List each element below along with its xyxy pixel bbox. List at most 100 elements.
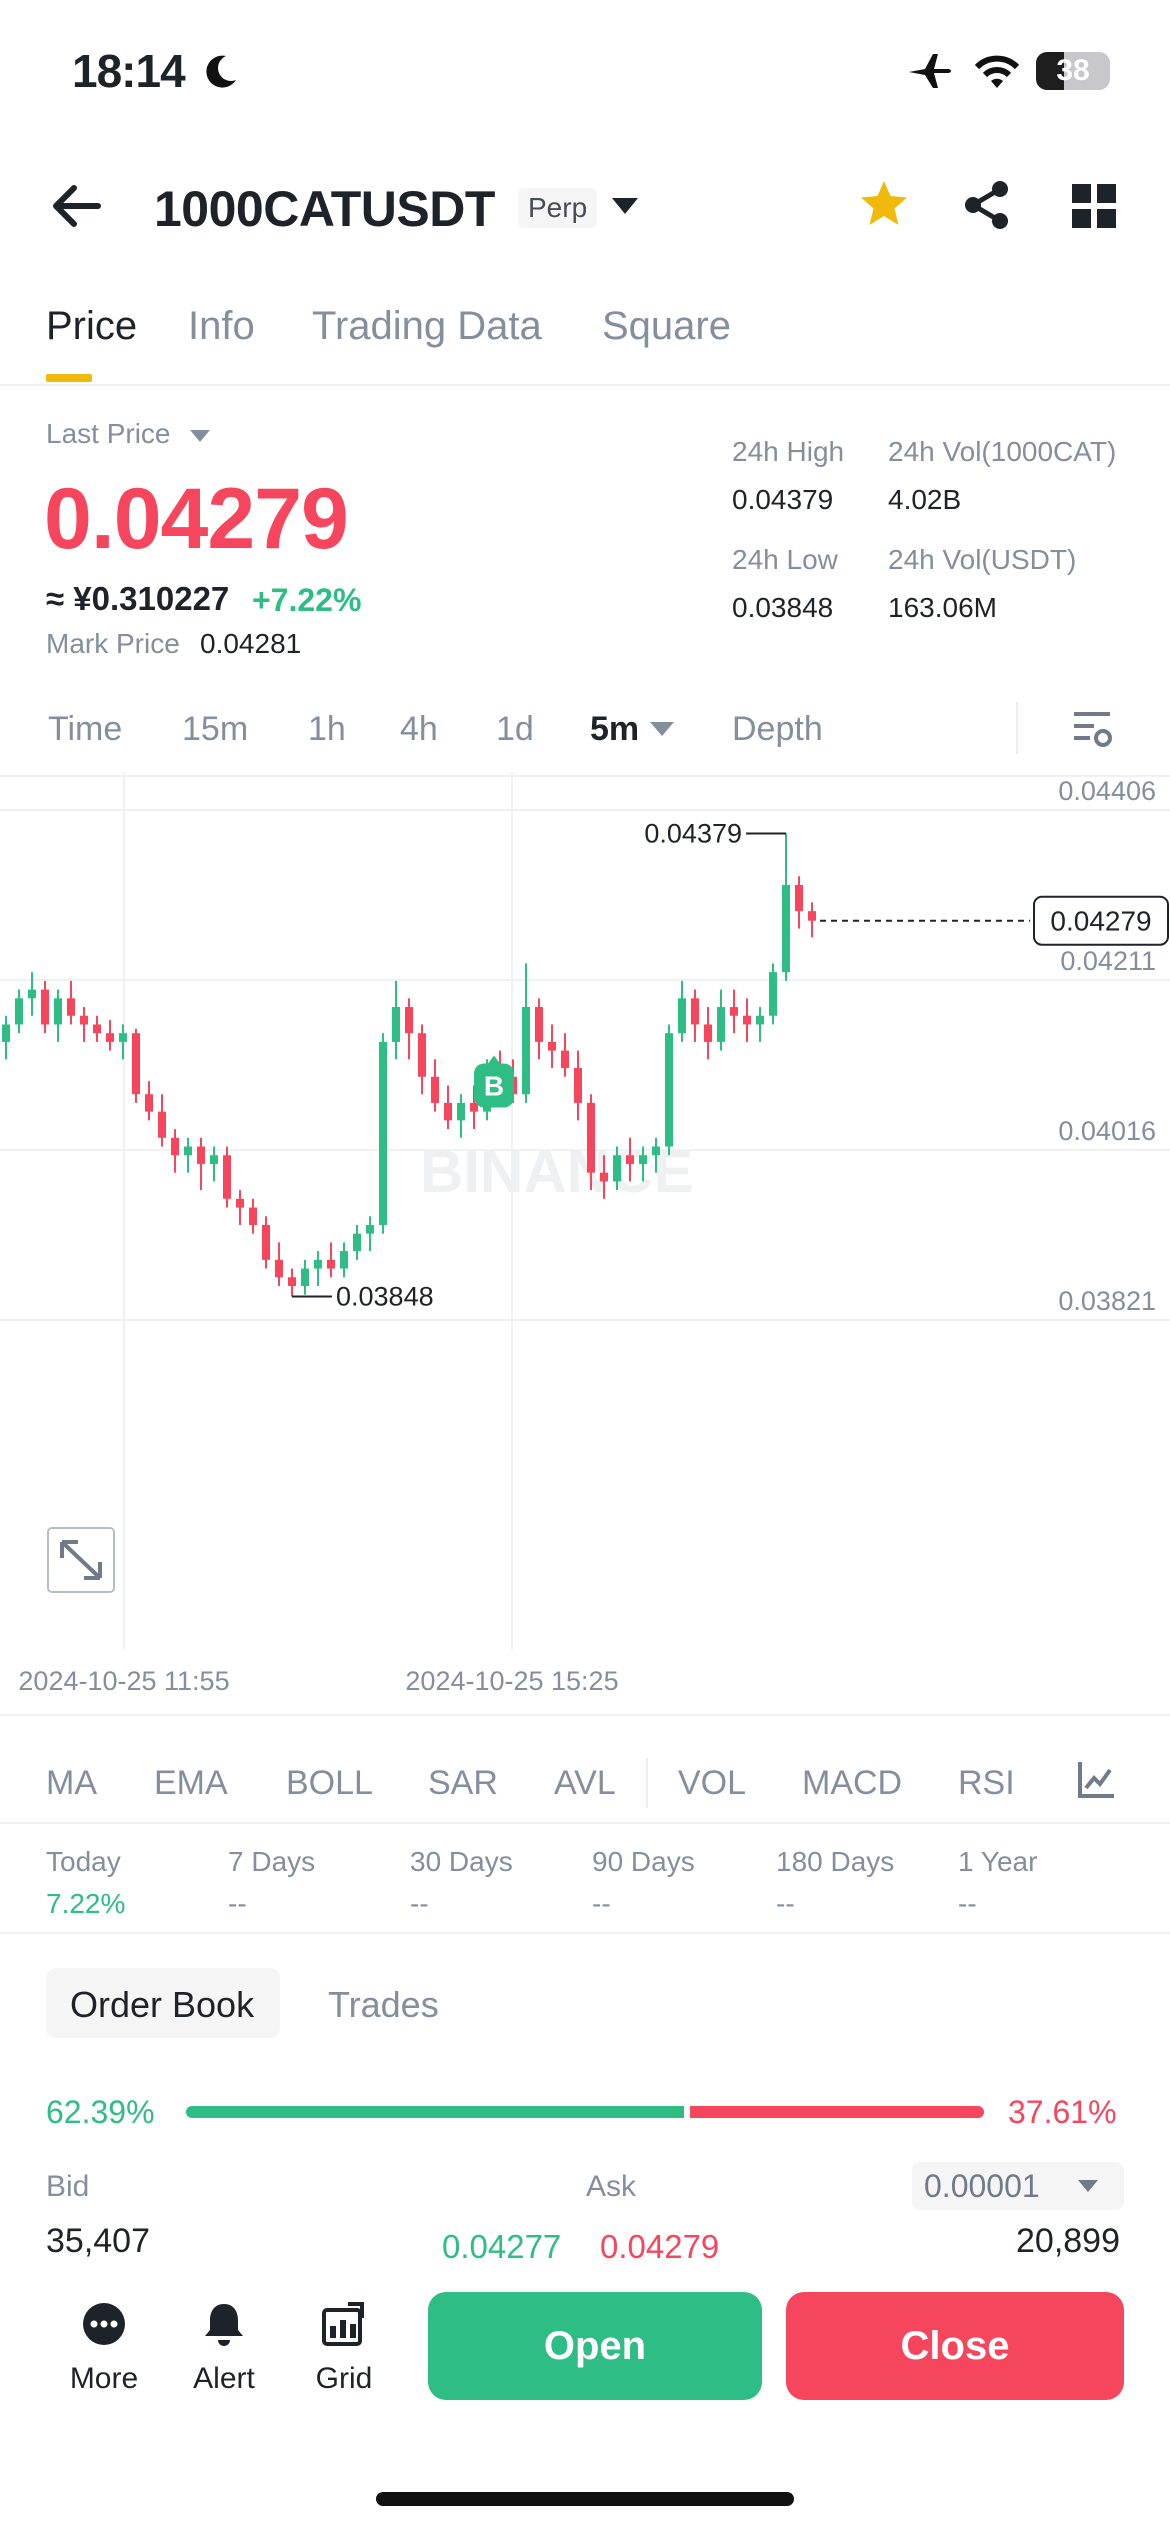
last-price-caret-icon[interactable] bbox=[190, 430, 210, 442]
more-button[interactable]: More bbox=[69, 2362, 139, 2395]
open-position-button[interactable]: Open bbox=[428, 2292, 762, 2400]
battery-level: 38 bbox=[1056, 54, 1090, 87]
candlestick-chart[interactable]: BINANCE 0.04406 0.04211 0.04016 0.03821 202… bbox=[0, 772, 1170, 1722]
ask-column-label: Ask bbox=[586, 2170, 637, 2203]
y-tick-label: 0.04016 bbox=[1058, 1116, 1156, 1146]
candle-body bbox=[782, 884, 790, 973]
tab-square[interactable]: Square bbox=[602, 304, 731, 348]
24h-vol-base-label: 24h Vol(1000CAT) bbox=[888, 436, 1117, 467]
candle-body bbox=[262, 1224, 270, 1260]
share-icon[interactable] bbox=[962, 180, 1012, 230]
period-180d-value: -- bbox=[776, 1888, 795, 1919]
chart-settings-icon[interactable] bbox=[1072, 708, 1114, 750]
divider bbox=[0, 384, 1170, 386]
interval-15m[interactable]: 15m bbox=[182, 710, 249, 748]
candle-body bbox=[28, 989, 36, 999]
24h-vol-quote-label: 24h Vol(USDT) bbox=[888, 544, 1077, 575]
candle-body bbox=[288, 1277, 296, 1286]
layout-grid-icon[interactable] bbox=[1072, 184, 1116, 228]
airplane-icon bbox=[909, 54, 951, 88]
interval-depth[interactable]: Depth bbox=[732, 710, 823, 748]
candle-body bbox=[171, 1137, 179, 1156]
price-change-percent: +7.22% bbox=[252, 582, 362, 618]
tab-order-book[interactable] bbox=[46, 1968, 280, 2038]
back-arrow-icon[interactable] bbox=[48, 180, 104, 232]
indicator-rsi[interactable]: RSI bbox=[958, 1764, 1015, 1802]
symbol-dropdown-caret-icon[interactable] bbox=[612, 198, 638, 214]
alert-bell-icon[interactable] bbox=[202, 2302, 246, 2348]
favorite-star-icon[interactable] bbox=[858, 178, 910, 230]
candle-body bbox=[2, 1024, 10, 1042]
tab-order-book-label[interactable]: Order Book bbox=[70, 1984, 255, 2025]
indicator-vol[interactable]: VOL bbox=[678, 1764, 747, 1802]
candle-body bbox=[665, 1033, 673, 1147]
period-90d-label: 90 Days bbox=[592, 1846, 695, 1877]
current-price-tag-box bbox=[1033, 895, 1169, 946]
max-price-label: 0.04379 bbox=[644, 819, 742, 849]
24h-vol-quote-value: 163.06M bbox=[888, 592, 997, 623]
divider bbox=[0, 1822, 1170, 1824]
tab-trades[interactable]: Trades bbox=[328, 1984, 439, 2025]
symbol-title[interactable]: 1000CATUSDT bbox=[154, 181, 495, 237]
period-today-label: Today bbox=[46, 1846, 121, 1877]
candle-body bbox=[119, 1033, 127, 1042]
24h-low-value: 0.03848 bbox=[732, 592, 834, 623]
indicator-avl[interactable]: AVL bbox=[554, 1764, 616, 1802]
candle-body bbox=[379, 1041, 387, 1225]
x-axis-labels: 2024-10-25 11:55 2024-10-25 15:25 bbox=[18, 1666, 618, 1696]
tab-info[interactable]: Info bbox=[188, 304, 255, 348]
current-price-tag: 0.04279 bbox=[1050, 906, 1151, 937]
chart-grid bbox=[0, 772, 1170, 1650]
candle-body bbox=[795, 884, 803, 912]
indicator-macd[interactable]: MACD bbox=[802, 1764, 903, 1802]
interval-5m[interactable]: 5m bbox=[590, 710, 640, 748]
bid-price[interactable]: 0.04277 bbox=[442, 2228, 562, 2265]
candle-body bbox=[366, 1224, 374, 1234]
interval-1h[interactable]: 1h bbox=[308, 710, 346, 748]
tab-trading-data[interactable]: Trading Data bbox=[312, 304, 542, 348]
candle-body bbox=[652, 1146, 660, 1156]
indicator-sar[interactable]: SAR bbox=[428, 1764, 498, 1802]
tick-size-value[interactable]: 0.00001 bbox=[924, 2168, 1040, 2204]
candle-body bbox=[41, 989, 49, 1025]
bid-column-label: Bid bbox=[46, 2170, 90, 2203]
indicator-settings-icon[interactable] bbox=[1076, 1760, 1116, 1800]
last-price-label[interactable]: Last Price bbox=[46, 418, 171, 449]
candle-body bbox=[132, 1033, 140, 1095]
interval-1d[interactable]: 1d bbox=[496, 710, 534, 748]
candle-body bbox=[67, 998, 75, 1016]
candle-body bbox=[613, 1155, 621, 1182]
buy-marker-pointer bbox=[488, 1055, 500, 1064]
candle-body bbox=[340, 1251, 348, 1269]
indicator-ema[interactable]: EMA bbox=[154, 1764, 228, 1802]
ask-price[interactable]: 0.04279 bbox=[600, 2228, 720, 2265]
candle-body bbox=[470, 1102, 478, 1112]
close-position-button[interactable]: Close bbox=[786, 2292, 1124, 2400]
candle-body bbox=[756, 1015, 764, 1025]
more-icon[interactable] bbox=[82, 2302, 126, 2346]
interval-4h[interactable]: 4h bbox=[400, 710, 438, 748]
candle-body bbox=[808, 911, 816, 921]
status-time: 18:14 bbox=[72, 45, 186, 97]
min-price-label: 0.03848 bbox=[336, 1281, 434, 1311]
period-today-value: 7.22% bbox=[46, 1888, 126, 1919]
indicator-ma[interactable]: MA bbox=[46, 1764, 97, 1802]
candle-body bbox=[15, 998, 23, 1025]
tab-price[interactable]: Price bbox=[46, 304, 138, 348]
indicator-boll[interactable]: BOLL bbox=[286, 1764, 373, 1802]
tick-size-caret-icon[interactable] bbox=[1078, 2180, 1098, 2192]
candle-body bbox=[730, 1007, 738, 1016]
candle-body bbox=[184, 1146, 192, 1156]
grid-button[interactable]: Grid bbox=[315, 2362, 373, 2395]
chart-annotations: 0.04379 0.03848 0.04279 B bbox=[292, 819, 1169, 1311]
period-7d-value: -- bbox=[228, 1888, 247, 1919]
interval-dropdown-caret-icon[interactable] bbox=[650, 722, 674, 736]
candle-body bbox=[691, 998, 699, 1025]
grid-bot-icon[interactable] bbox=[322, 2302, 366, 2346]
mark-price-label: Mark Price bbox=[46, 628, 180, 659]
interval-time[interactable]: Time bbox=[48, 710, 123, 748]
divider bbox=[0, 1932, 1170, 1934]
divider bbox=[0, 1714, 1170, 1716]
candle-body bbox=[522, 1007, 530, 1095]
alert-button[interactable]: Alert bbox=[193, 2362, 255, 2395]
